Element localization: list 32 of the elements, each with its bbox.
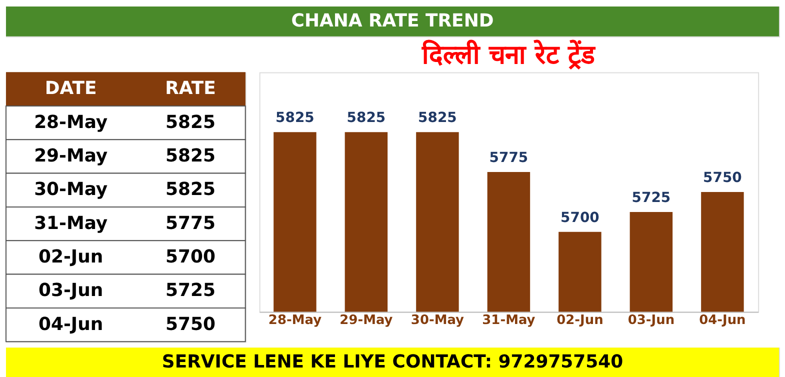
category-label: 28-May bbox=[34, 112, 108, 133]
x-tick-label: 29-May bbox=[340, 313, 394, 328]
text: 5825 bbox=[166, 179, 216, 200]
chart-subtitle: CHANA RATE TREND bbox=[291, 10, 494, 32]
text: 5825 bbox=[166, 112, 216, 133]
text: 5825 bbox=[166, 145, 216, 166]
text: 5750 bbox=[166, 314, 216, 335]
x-tick-label: 30-May bbox=[410, 313, 465, 328]
data-label: 5725 bbox=[632, 190, 671, 206]
x-tick-label: 31-May bbox=[482, 313, 536, 328]
x-tick-label: 03-Jun bbox=[628, 313, 675, 328]
category-label: 02-Jun bbox=[38, 246, 104, 268]
category-label: 03-Jun bbox=[38, 280, 104, 302]
category-label: 31-May bbox=[34, 212, 108, 234]
category-label: 29-May bbox=[34, 145, 108, 166]
text: RATE bbox=[165, 78, 216, 100]
data-label: 5825 bbox=[346, 110, 386, 126]
category-label: 30-May bbox=[34, 179, 108, 200]
data-label: 5750 bbox=[703, 170, 742, 186]
data-label: 5775 bbox=[489, 150, 528, 166]
data-label: 5700 bbox=[560, 210, 600, 226]
chart-title: दिल्ली चना रेट ट्रेंड bbox=[421, 39, 596, 70]
data-label: 5825 bbox=[418, 110, 457, 126]
data-label: 5825 bbox=[276, 110, 314, 126]
text: 5725 bbox=[166, 280, 216, 302]
x-tick-label: 02-Jun bbox=[556, 313, 604, 328]
text: 5700 bbox=[166, 246, 216, 268]
x-tick-label: 04-Jun bbox=[699, 313, 746, 328]
text: DATE bbox=[44, 78, 97, 100]
text: SERVICE LENE KE LIYE CONTACT: 9729757540 bbox=[162, 352, 624, 373]
x-tick-label: 28-May bbox=[268, 313, 322, 328]
text: 5775 bbox=[166, 212, 216, 234]
